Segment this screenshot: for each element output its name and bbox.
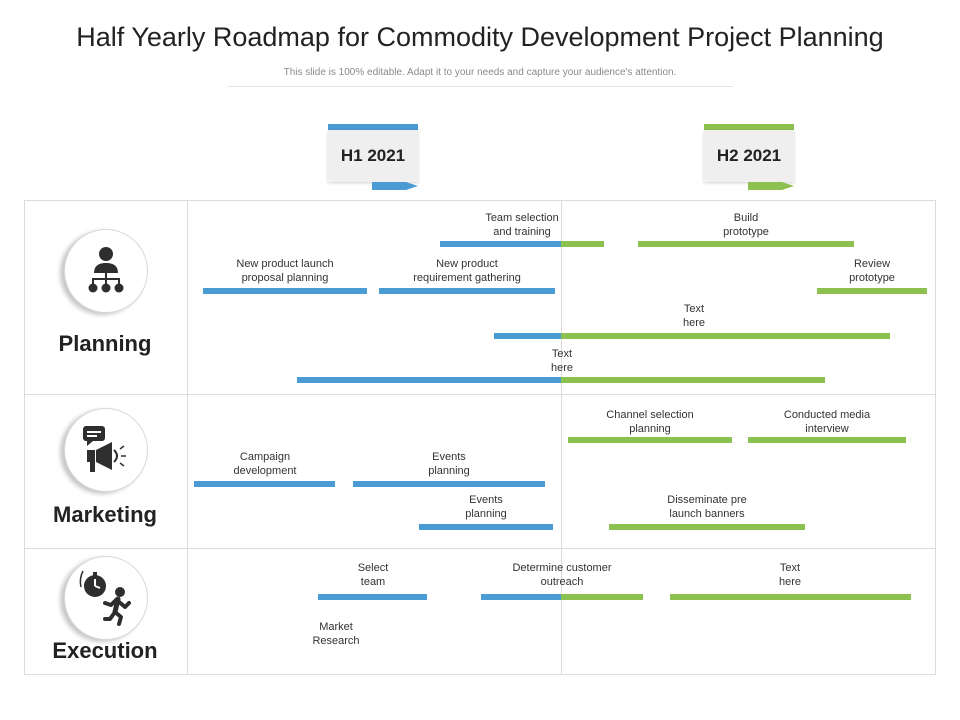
task-bar-h1 [440,241,561,247]
task-label: Team selection and training [485,212,559,238]
category-label-execution: Execution [52,638,158,663]
row-divider-marketing [24,548,936,549]
task-bar [194,481,335,487]
task-label: New product launch proposal planning [236,258,334,284]
task-bar-h1 [194,481,335,487]
page-title: Half Yearly Roadmap for Commodity Develo… [76,22,884,52]
task-bar [494,333,890,339]
phase-h2-arrow-icon [748,182,794,190]
task-label: Events planning [428,451,470,477]
phase-h2-label: H2 2021 [704,130,794,182]
task-bar-h1 [379,288,555,294]
task-label: Market Research [312,621,360,647]
task-bar-h2 [561,241,604,247]
task-bar [748,437,906,443]
category-label-planning: Planning [58,331,152,356]
task-label: New product requirement gathering [413,258,521,284]
phase-h2-marker: H2 2021 [704,124,794,190]
task-label: Text here [550,348,574,374]
task-bar [638,241,854,247]
task-bar-h2 [609,524,805,530]
subtitle-divider [228,86,733,87]
task-bar-h1 [353,481,545,487]
task-bar [568,437,732,443]
task-bar [817,288,927,294]
task-label: Select team [357,562,389,588]
task-label: Events planning [465,494,507,520]
task-label: Build prototype [723,212,769,238]
task-bar [297,377,825,383]
task-bar [379,288,555,294]
marketing-icon-circle [64,408,148,492]
phase-h2-topbar [704,124,794,130]
page-subtitle: This slide is 100% editable. Adapt it to… [283,67,677,78]
task-bar [609,524,805,530]
task-bar-h1 [203,288,367,294]
task-bar-h2 [748,437,906,443]
task-bar-h1 [318,594,427,600]
roadmap-grid [24,200,936,675]
half-year-divider [561,200,562,675]
task-bar [481,594,643,600]
task-bar-h2 [670,594,911,600]
task-bar-h1 [494,333,561,339]
task-bar [419,524,553,530]
task-bar [203,288,367,294]
task-bar-h2 [568,437,732,443]
task-bar-h2 [817,288,927,294]
task-label: Campaign development [233,451,297,477]
phase-h1-topbar [328,124,418,130]
org-person-icon [88,247,124,293]
category-column-divider [187,200,188,675]
task-label: Disseminate pre launch banners [667,494,747,520]
runner-stopwatch-icon [79,570,131,626]
megaphone-chat-icon [83,426,126,472]
task-bar-h1 [481,594,561,600]
task-bar-h1 [419,524,553,530]
task-bar [440,241,604,247]
category-label-marketing: Marketing [53,502,157,527]
planning-icon-circle [64,229,148,313]
phase-h1-label: H1 2021 [328,130,418,182]
task-bar-h2 [561,333,890,339]
task-label: Review prototype [849,258,895,284]
task-label: Text here [778,562,802,588]
task-bar-h2 [638,241,854,247]
task-bar-h2 [561,377,825,383]
task-bar [318,594,427,600]
task-label: Channel selection planning [606,409,694,435]
execution-icon-circle [64,556,148,640]
row-divider-planning [24,394,936,395]
phase-h1-marker: H1 2021 [328,124,418,190]
task-label: Conducted media interview [783,409,871,435]
task-bar [353,481,545,487]
task-bar-h1 [297,377,561,383]
task-bar-h2 [561,594,643,600]
task-label: Text here [682,303,706,329]
phase-h1-arrow-icon [372,182,418,190]
task-bar [670,594,911,600]
task-label: Determine customer outreach [512,562,612,588]
